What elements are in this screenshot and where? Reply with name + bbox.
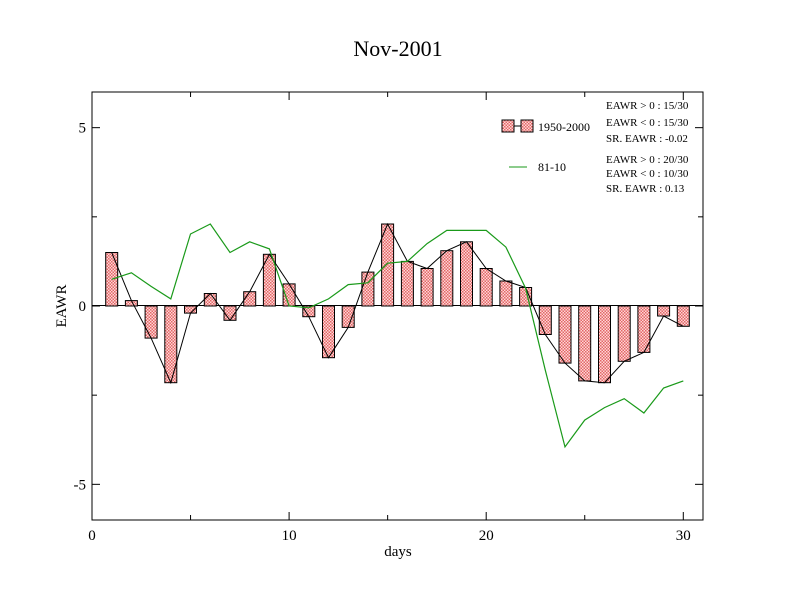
ticks-layer: 0 10 20 30 5 0 -5 <box>74 92 703 544</box>
x-tick-label-0: 0 <box>88 528 96 544</box>
y-tick-label-5: 5 <box>79 121 87 137</box>
y-axis-label: EAWR <box>54 285 70 328</box>
chart-title: Nov-2001 <box>353 36 442 61</box>
bar-day-27 <box>617 305 631 362</box>
bars-layer <box>105 223 690 384</box>
bar-day-30 <box>676 305 690 327</box>
stat-line-5: EAWR < 0 : 10/30 <box>606 168 689 180</box>
legend-label-1950-2000: 1950-2000 <box>538 120 590 134</box>
bar-day-18 <box>440 250 454 307</box>
bar-day-16 <box>400 260 414 307</box>
x-tick-label-30: 30 <box>676 528 691 544</box>
bar-day-8 <box>243 291 257 307</box>
stat-line-2: EAWR < 0 : 15/30 <box>606 117 689 129</box>
bar-day-21 <box>499 280 513 307</box>
stat-line-4: EAWR > 0 : 20/30 <box>606 154 689 166</box>
bar-day-20 <box>479 268 493 307</box>
bar-day-29 <box>657 305 671 317</box>
bar-day-25 <box>578 305 592 382</box>
series-line-81-10 <box>111 223 684 449</box>
x-tick-label-20: 20 <box>479 528 494 544</box>
y-tick-label--5: -5 <box>74 477 87 493</box>
bar-day-15 <box>381 223 395 307</box>
stat-line-6: SR. EAWR : 0.13 <box>606 183 685 195</box>
bar-day-4 <box>164 305 178 384</box>
legend-bar-swatch-left <box>501 119 515 133</box>
bar-day-24 <box>558 305 572 364</box>
bar-day-23 <box>538 305 552 335</box>
bar-day-3 <box>144 305 158 339</box>
stat-line-3: SR. EAWR : -0.02 <box>606 133 688 145</box>
x-axis-label: days <box>384 544 412 560</box>
bar-day-19 <box>460 241 473 307</box>
legend: 1950-2000 81-10 <box>501 119 590 174</box>
legend-bar-swatch-right <box>520 119 534 133</box>
legend-label-81-10: 81-10 <box>538 160 566 174</box>
bar-day-26 <box>598 305 611 384</box>
lines-layer <box>111 222 684 449</box>
bar-day-17 <box>420 268 434 307</box>
series-line-1950-2000 <box>111 222 684 385</box>
bar-day-7 <box>223 305 237 321</box>
stat-line-1: EAWR > 0 : 15/30 <box>606 100 689 112</box>
y-tick-label-0: 0 <box>79 299 87 315</box>
stats-annotations: EAWR > 0 : 15/30 EAWR < 0 : 15/30 SR. EA… <box>606 100 689 195</box>
x-tick-label-10: 10 <box>282 528 297 544</box>
bar-day-14 <box>361 271 375 307</box>
